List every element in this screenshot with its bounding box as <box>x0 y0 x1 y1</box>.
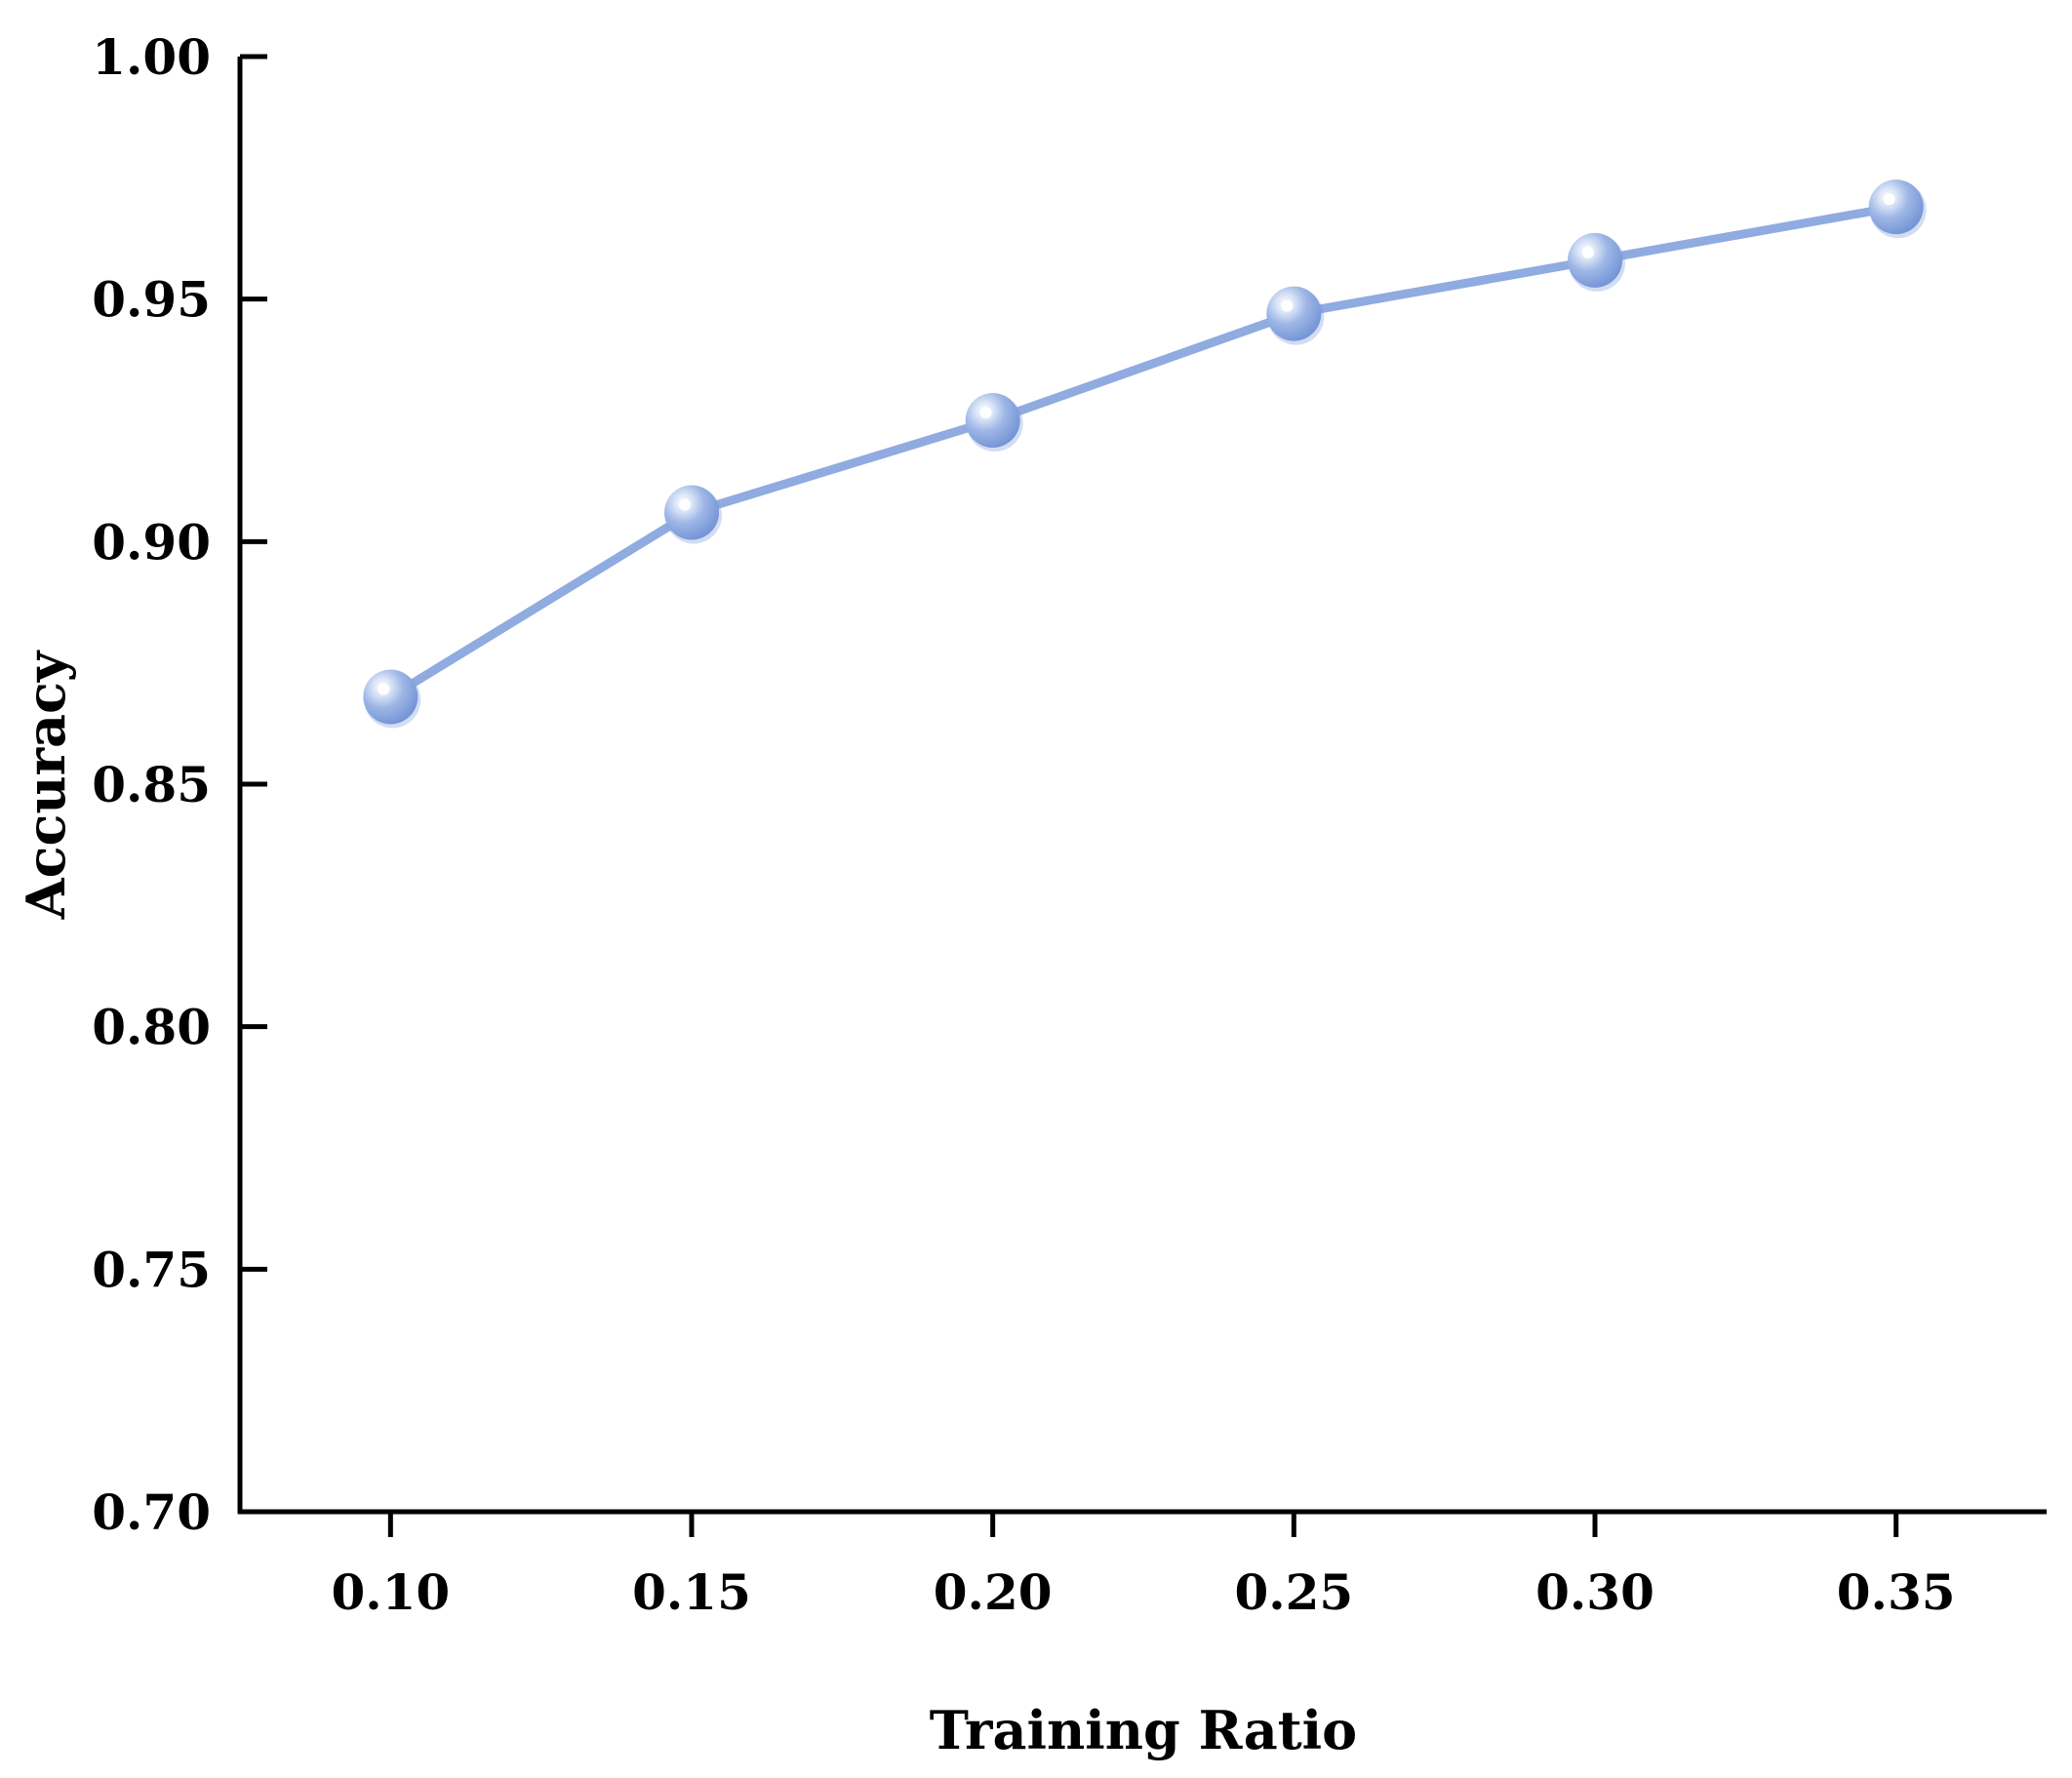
data-point-highlight <box>378 683 390 695</box>
data-point <box>965 393 1023 452</box>
series-line-layer <box>385 202 1901 701</box>
y-tick-label: 0.70 <box>92 1483 211 1541</box>
y-tick-label: 1.00 <box>92 28 211 86</box>
x-tick-label: 0.35 <box>1837 1563 1956 1621</box>
x-tick-label: 0.30 <box>1535 1563 1654 1621</box>
data-point <box>1568 232 1625 292</box>
data-point-highlight <box>1281 299 1294 312</box>
x-axis-label: Training Ratio <box>930 1699 1357 1761</box>
data-point-highlight <box>1582 246 1594 258</box>
data-point-sphere <box>965 393 1020 448</box>
y-tick-label: 0.95 <box>92 271 211 329</box>
data-point <box>664 485 722 544</box>
data-point <box>1266 286 1325 345</box>
y-tick-label: 0.80 <box>92 999 211 1056</box>
y-tick-label: 0.85 <box>92 756 211 813</box>
y-tick-label: 0.90 <box>92 513 211 571</box>
data-point-sphere <box>1868 179 1924 235</box>
tick-labels: 0.70 0.75 0.80 0.85 0.90 0.95 1.00 0.10 0.15 0.20… <box>92 28 1955 1621</box>
data-point-sphere <box>664 485 719 540</box>
data-point-highlight <box>1883 193 1895 206</box>
data-point-sphere <box>1568 232 1622 288</box>
data-point-markers <box>363 179 1927 729</box>
data-point-sphere <box>1266 286 1322 341</box>
data-point <box>363 669 421 729</box>
x-tick-label: 0.15 <box>632 1563 751 1621</box>
data-point <box>1868 179 1927 239</box>
data-point-highlight <box>979 407 992 418</box>
data-point-highlight <box>679 498 691 511</box>
y-tick-label: 0.75 <box>92 1241 211 1298</box>
series-line <box>385 202 1901 701</box>
x-tick-label: 0.20 <box>934 1563 1053 1621</box>
data-point-sphere <box>363 669 418 725</box>
y-axis-label: Accuracy <box>15 650 77 920</box>
axes <box>237 57 2047 1515</box>
x-tick-label: 0.10 <box>331 1563 450 1621</box>
x-tick-label: 0.25 <box>1234 1563 1353 1621</box>
tick-marks <box>240 54 1899 1537</box>
